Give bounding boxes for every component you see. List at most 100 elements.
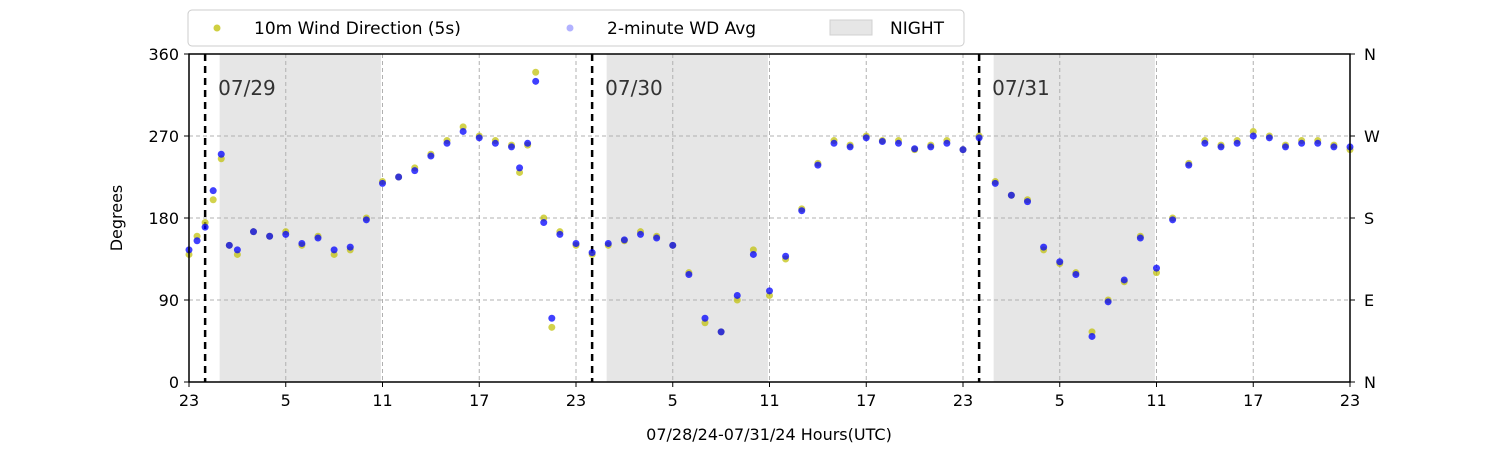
- point-wind-avg-72: [1249, 132, 1257, 140]
- point-wind-avg-31: [588, 249, 596, 257]
- point-wind-avg-18: [427, 152, 435, 160]
- x-axis: 23 5 11 17 23 5 11 17 23 5 11 17 23: [179, 382, 1360, 410]
- point-wind-avg-63: [1104, 298, 1112, 306]
- x-tick-label-10: 11: [1146, 391, 1166, 410]
- point-wind-avg-49: [878, 137, 886, 145]
- point-wind-avg-53: [943, 139, 951, 147]
- y-right-tick-label-2: S: [1364, 209, 1374, 228]
- point-wind-avg-17: [411, 167, 419, 175]
- point-wind-avg-69: [1201, 139, 1209, 147]
- point-wind-avg-25: [524, 139, 532, 147]
- point-wind-avg-51: [911, 145, 919, 153]
- point-wind-avg-60: [1056, 258, 1064, 266]
- y-tick-label-2: 180: [148, 209, 179, 228]
- x-tick-label-8: 23: [953, 391, 973, 410]
- point-wind-avg-16: [395, 173, 403, 181]
- x-tick-label-4: 23: [566, 391, 586, 410]
- point-wind-avg-5: [225, 241, 233, 249]
- legend-marker-night: [829, 19, 873, 36]
- y-tick-label-4: 360: [148, 45, 179, 64]
- night-band-0: [219, 54, 381, 382]
- point-wind-avg-42: [766, 287, 773, 295]
- y-axis-right: N E S W N: [1350, 45, 1380, 392]
- y-axis-title: Degrees: [107, 185, 126, 252]
- point-wind-avg-29: [556, 230, 564, 238]
- y-tick-label-1: 90: [159, 291, 179, 310]
- point-wind-avg-7: [250, 228, 257, 236]
- point-wind-avg-4: [217, 150, 225, 158]
- x-tick-label-11: 17: [1243, 391, 1263, 410]
- point-wind-avg-34: [637, 230, 644, 238]
- point-wind-avg-11: [314, 234, 322, 242]
- point-wind-avg-28: [548, 314, 556, 322]
- point-wind-avg-21: [475, 134, 483, 142]
- legend: 10m Wind Direction (5s) 2-minute WD Avg …: [187, 9, 965, 47]
- date-marker-label-0: 07/29: [218, 76, 276, 100]
- point-wind-avg-71: [1233, 139, 1241, 147]
- point-wind-avg-40: [733, 291, 741, 299]
- legend-marker-wind-avg: [566, 24, 574, 32]
- point-wind-avg-8: [266, 232, 274, 240]
- point-wind-avg-76: [1314, 139, 1322, 147]
- y-tick-label-3: 270: [148, 127, 179, 146]
- y-right-tick-label-0: N: [1364, 373, 1376, 392]
- point-wind-avg-77: [1330, 143, 1338, 151]
- point-wind-avg-26: [532, 77, 540, 85]
- point-wind-avg-58: [1024, 198, 1031, 206]
- x-tick-label-2: 11: [372, 391, 392, 410]
- point-wind-avg-19: [443, 139, 451, 147]
- date-marker-label-2: 07/31: [992, 76, 1050, 100]
- point-wind-avg-44: [798, 207, 806, 215]
- legend-label-wind-avg: 2-minute WD Avg: [607, 19, 756, 39]
- point-wind-avg-24: [516, 164, 524, 172]
- point-wind-avg-68: [1185, 161, 1193, 169]
- point-wind-avg-52: [927, 143, 935, 151]
- point-wind-avg-65: [1136, 234, 1144, 242]
- point-wind-avg-73: [1265, 134, 1273, 142]
- point-wind-avg-32: [604, 240, 612, 248]
- point-wind-avg-56: [991, 179, 999, 187]
- x-tick-label-5: 5: [668, 391, 678, 410]
- point-wind-avg-45: [814, 161, 822, 169]
- x-tick-label-6: 11: [759, 391, 779, 410]
- point-wind-5s-3: [209, 196, 217, 204]
- point-wind-avg-39: [717, 328, 725, 336]
- point-wind-avg-66: [1153, 264, 1160, 272]
- point-wind-avg-14: [362, 216, 370, 224]
- point-wind-5s-26: [532, 68, 540, 76]
- point-wind-avg-54: [959, 146, 967, 154]
- legend-label-night: NIGHT: [890, 19, 945, 39]
- x-axis-title: 07/28/24-07/31/24 Hours(UTC): [646, 425, 892, 444]
- x-tick-label-9: 5: [1055, 391, 1065, 410]
- point-wind-avg-41: [749, 250, 757, 258]
- x-tick-label-3: 17: [469, 391, 489, 410]
- legend-box: [187, 9, 965, 47]
- y-tick-label-0: 0: [169, 373, 179, 392]
- point-wind-avg-48: [862, 134, 870, 142]
- y-right-tick-label-1: E: [1364, 291, 1374, 310]
- point-wind-avg-15: [379, 179, 386, 187]
- point-wind-avg-35: [653, 234, 661, 242]
- point-wind-avg-33: [620, 236, 628, 244]
- point-wind-avg-9: [282, 230, 290, 238]
- point-wind-avg-57: [1007, 191, 1015, 199]
- point-wind-avg-59: [1040, 243, 1048, 251]
- legend-label-wind-5s: 10m Wind Direction (5s): [254, 19, 461, 39]
- point-wind-avg-37: [685, 270, 693, 278]
- point-wind-avg-75: [1298, 139, 1306, 147]
- point-wind-avg-30: [572, 240, 580, 248]
- x-tick-label-7: 17: [856, 391, 876, 410]
- point-wind-avg-36: [669, 241, 677, 249]
- point-wind-avg-10: [298, 240, 306, 248]
- point-wind-avg-12: [330, 246, 338, 254]
- date-markers: 07/29 07/30 07/31: [203, 54, 1050, 382]
- point-wind-avg-67: [1169, 216, 1177, 224]
- y-right-tick-label-3: W: [1364, 127, 1380, 146]
- legend-marker-wind-5s: [213, 24, 221, 32]
- point-wind-avg-1: [193, 237, 201, 245]
- point-wind-avg-50: [895, 139, 902, 147]
- x-tick-label-12: 23: [1340, 391, 1360, 410]
- point-wind-avg-6: [233, 246, 241, 254]
- point-wind-avg-46: [830, 139, 838, 147]
